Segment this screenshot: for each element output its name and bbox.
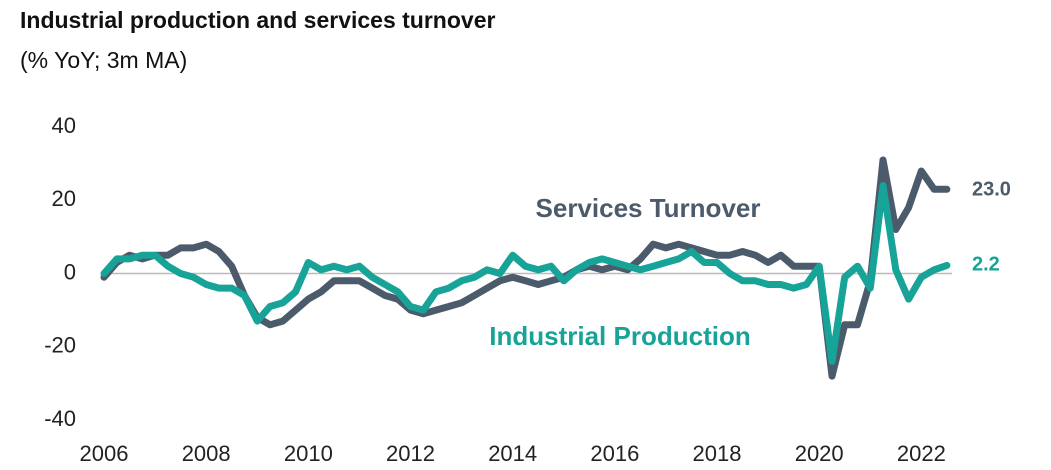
y-tick-label: 0: [64, 259, 76, 284]
x-tick-label: 2016: [590, 441, 639, 466]
x-tick-label: 2008: [182, 441, 231, 466]
end-label: 23.0: [972, 179, 1011, 201]
chart-title: Industrial production and services turno…: [20, 7, 495, 33]
x-tick-label: 2014: [488, 441, 537, 466]
series-label: Services Turnover: [536, 193, 761, 223]
y-tick-label: -40: [44, 406, 76, 431]
x-tick-label: 2010: [284, 441, 333, 466]
y-tick-label: -20: [44, 333, 76, 358]
chart-subtitle: (% YoY; 3m MA): [20, 47, 187, 73]
series-line: [100, 182, 951, 365]
x-tick-label: 2012: [386, 441, 435, 466]
x-tick-label: 2020: [795, 441, 844, 466]
end-label: 2.2: [972, 254, 1000, 276]
x-tick-label: 2022: [897, 441, 946, 466]
x-tick-label: 2006: [80, 441, 129, 466]
series-label: Industrial Production: [489, 321, 750, 351]
y-tick-label: 40: [52, 113, 76, 138]
y-tick-label: 20: [52, 186, 76, 211]
x-tick-label: 2018: [693, 441, 742, 466]
